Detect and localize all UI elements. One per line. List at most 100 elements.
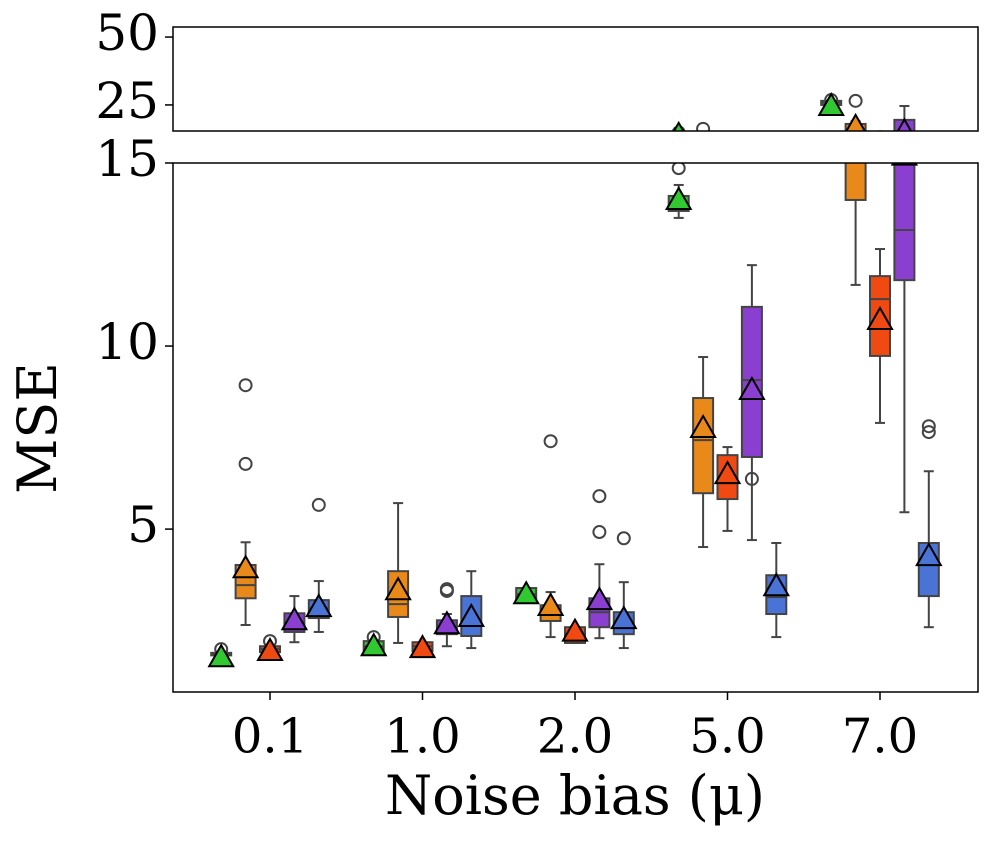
flier: [593, 151, 605, 163]
mean-marker: [585, 586, 614, 611]
mean-marker: [738, 375, 766, 400]
mean-marker: [209, 157, 233, 178]
flier: [696, 121, 711, 131]
box: [284, 165, 304, 166]
mean-marker: [457, 602, 486, 627]
mean-marker: [256, 636, 284, 661]
mean-marker: [672, 120, 685, 131]
mean-marker: [435, 154, 459, 175]
mean-marker: [207, 643, 235, 668]
flier: [311, 497, 326, 512]
mean-marker: [612, 154, 636, 175]
mean-marker: [384, 576, 412, 601]
flier: [618, 154, 630, 166]
flier: [592, 525, 607, 540]
mean-marker: [362, 156, 386, 177]
mean-marker: [762, 572, 791, 597]
mean-marker: [890, 163, 919, 166]
flier: [921, 425, 936, 440]
mean-marker: [844, 81, 868, 102]
mean-marker: [234, 150, 258, 171]
y-tick-label: 25: [95, 72, 159, 130]
box: [589, 164, 609, 166]
flier: [441, 158, 453, 170]
mean-marker: [764, 151, 788, 172]
flier: [921, 419, 936, 434]
x-axis-label: Noise bias (μ): [385, 764, 765, 827]
box: [437, 166, 457, 167]
x-tick-label: 5.0: [689, 709, 765, 765]
mean-marker: [536, 591, 565, 616]
mean-marker: [866, 306, 894, 331]
panel-0: [209, 92, 941, 178]
mean-marker: [917, 149, 941, 170]
box: [742, 143, 762, 154]
flier: [238, 378, 253, 393]
flier: [545, 147, 557, 159]
flier: [923, 146, 935, 158]
box: [211, 168, 231, 169]
x-tick-label: 7.0: [842, 709, 918, 765]
x-tick-label: 1.0: [384, 709, 460, 765]
mean-marker: [610, 605, 638, 630]
y-tick-label: 10: [95, 313, 159, 371]
mean-marker: [689, 414, 717, 439]
box: [461, 164, 481, 167]
y-tick-label: 15: [95, 130, 159, 188]
mean-marker: [664, 185, 693, 210]
flier: [238, 456, 253, 471]
y-tick-label: 5: [127, 496, 159, 554]
mean-marker: [915, 542, 943, 567]
mean-marker: [359, 632, 388, 657]
flier: [240, 148, 252, 160]
mean-marker: [561, 617, 589, 642]
mean-marker: [411, 156, 435, 177]
flier: [592, 489, 607, 504]
box: [718, 154, 738, 157]
box: [541, 165, 561, 166]
flier: [313, 151, 325, 163]
mean-marker: [563, 155, 587, 176]
flier: [746, 150, 758, 162]
mean-marker: [459, 154, 483, 175]
flier: [543, 434, 558, 449]
axes-frame: [172, 26, 979, 132]
y-tick-label: 50: [95, 4, 159, 62]
mean-marker: [817, 92, 845, 117]
flier: [215, 162, 227, 174]
mean-marker: [231, 554, 260, 579]
mean-marker: [845, 112, 866, 131]
mean-marker: [305, 593, 333, 618]
mean-marker: [408, 634, 437, 659]
mean-marker: [713, 460, 742, 485]
box: [870, 140, 890, 146]
y-axis-label: MSE: [6, 362, 69, 494]
mean-marker: [896, 117, 913, 131]
box: [565, 167, 585, 168]
box: [669, 135, 689, 136]
mean-marker: [512, 580, 540, 605]
box: [413, 168, 433, 169]
mean-marker: [716, 143, 740, 164]
mean-marker: [740, 137, 764, 158]
mean-marker: [258, 156, 282, 177]
box: [693, 150, 713, 157]
flier: [439, 583, 454, 598]
flier: [848, 93, 863, 108]
box: [364, 168, 384, 169]
box: [309, 165, 329, 166]
mean-marker: [433, 610, 461, 635]
flier: [923, 146, 935, 158]
box: [614, 165, 634, 167]
box: [516, 164, 536, 165]
flier: [240, 143, 252, 155]
mean-marker: [879, 129, 881, 131]
x-tick-label: 2.0: [537, 709, 613, 765]
flier: [671, 163, 686, 176]
box: [844, 163, 867, 201]
box: [260, 168, 280, 169]
box: [893, 163, 916, 282]
flier: [616, 531, 631, 546]
box: [692, 397, 715, 495]
